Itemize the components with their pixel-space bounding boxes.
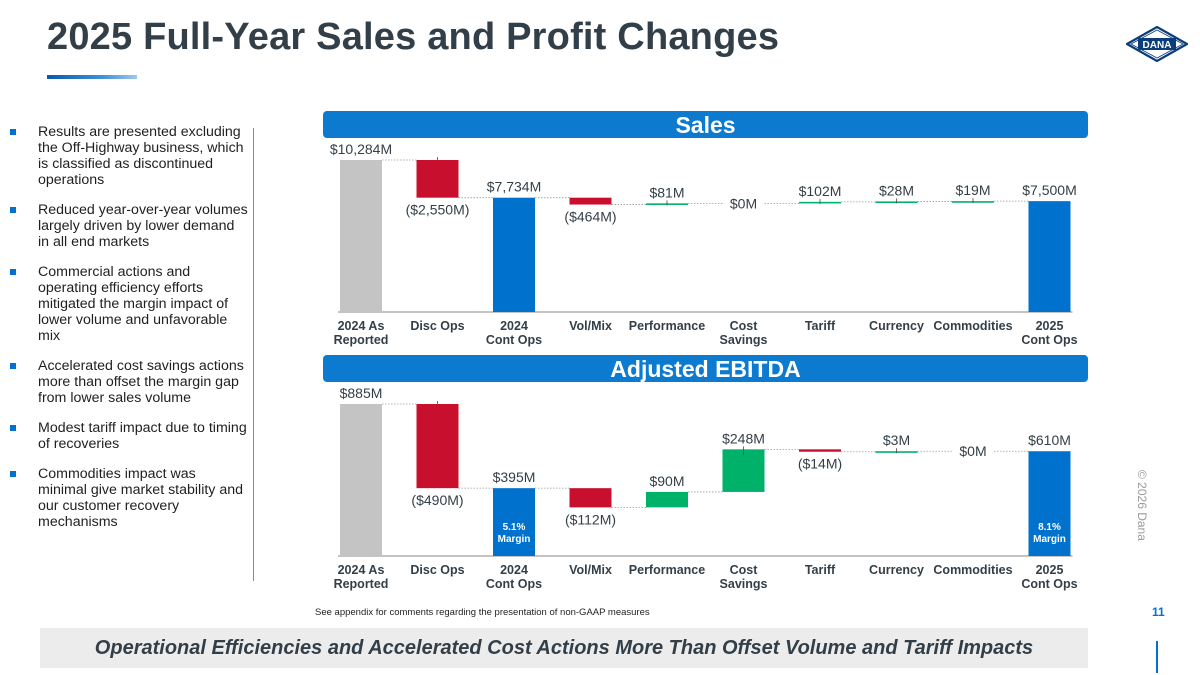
page-title: 2025 Full-Year Sales and Profit Changes [47, 16, 780, 58]
category-label: Disc Ops [410, 563, 464, 577]
ebitda-chart-header: Adjusted EBITDA [323, 355, 1088, 382]
data-label: $0M [959, 443, 986, 459]
bar-decrease [799, 449, 841, 452]
category-label: Commodities [933, 319, 1012, 333]
data-label: $102M [799, 183, 842, 199]
category-label: Cost [730, 319, 759, 333]
category-label: Cont Ops [1021, 577, 1077, 591]
accent-bar [1156, 641, 1158, 673]
category-label: Currency [869, 319, 924, 333]
bullet-item: Accelerated cost savings actions more th… [10, 358, 248, 406]
bar-decrease [569, 488, 612, 508]
margin-note: Margin [1033, 534, 1066, 545]
bullet-item: Reduced year-over-year volumes largely d… [10, 202, 248, 250]
bar-decrease [569, 197, 612, 205]
category-label: Savings [720, 333, 768, 347]
data-label: $19M [955, 182, 990, 198]
category-label: Performance [629, 563, 705, 577]
category-label: Reported [334, 577, 389, 591]
copyright: © 2026 Dana [1135, 470, 1149, 541]
takeaway-banner: Operational Efficiencies and Accelerated… [40, 628, 1088, 668]
category-label: Currency [869, 563, 924, 577]
bar-total [493, 197, 535, 312]
vertical-divider [253, 128, 254, 581]
category-label: 2024 As [338, 563, 385, 577]
data-label: ($490M) [411, 492, 463, 508]
bar-total [493, 488, 535, 556]
category-label: 2025 [1036, 319, 1064, 333]
category-label: 2024 [500, 563, 528, 577]
category-label: Tariff [805, 319, 836, 333]
data-label: $885M [340, 385, 383, 401]
bar-total [1028, 451, 1071, 556]
data-label: $7,500M [1022, 182, 1076, 198]
data-label: ($14M) [798, 456, 842, 472]
ebitda-waterfall-chart: $885M($490M)$395M5.1%Margin($112M)$90M$2… [334, 385, 1078, 591]
dana-logo: DANA [1126, 26, 1188, 62]
data-label: $90M [649, 473, 684, 489]
category-label: 2024 As [338, 319, 385, 333]
category-label: Performance [629, 319, 705, 333]
category-label: 2024 [500, 319, 528, 333]
data-label: $0M [730, 195, 757, 211]
data-label: ($464M) [564, 209, 616, 225]
category-label: Cost [730, 563, 759, 577]
bar-start [340, 404, 382, 556]
category-label: Savings [720, 577, 768, 591]
logo-text: DANA [1143, 40, 1172, 51]
bar-decrease [416, 160, 459, 198]
data-label: $395M [493, 469, 536, 485]
bar-increase [722, 449, 765, 492]
category-label: Cont Ops [1021, 333, 1077, 347]
margin-note: 5.1% [503, 522, 526, 533]
bullet-item: Commodities impact was minimal give mark… [10, 466, 248, 530]
category-label: Vol/Mix [569, 319, 612, 333]
category-label: Cont Ops [486, 333, 542, 347]
footnote: See appendix for comments regarding the … [315, 607, 650, 618]
category-label: Cont Ops [486, 577, 542, 591]
category-label: Commodities [933, 563, 1012, 577]
sales-waterfall-chart: $10,284M ($2,550M) $7,734M ($464M) $81M $0M $1… [330, 141, 1078, 347]
category-label: Tariff [805, 563, 836, 577]
sales-chart-header: Sales [323, 111, 1088, 138]
margin-note: Margin [498, 534, 531, 545]
bullet-item: Results are presented excluding the Off-… [10, 124, 248, 188]
data-label: ($112M) [565, 511, 616, 527]
bar-increase [646, 491, 688, 508]
data-label: $28M [879, 182, 914, 198]
bar-start [340, 160, 382, 312]
data-label: $10,284M [330, 141, 392, 157]
data-label: $7,734M [487, 179, 541, 195]
category-label: Vol/Mix [569, 563, 612, 577]
category-label: Reported [334, 333, 389, 347]
bullet-item: Commercial actions and operating efficie… [10, 264, 248, 344]
category-label: 2025 [1036, 563, 1064, 577]
title-underline [47, 75, 137, 79]
data-label: ($2,550M) [406, 202, 470, 218]
margin-note: 8.1% [1038, 522, 1061, 533]
page-number: 11 [1152, 605, 1165, 619]
data-label: $81M [649, 184, 684, 200]
category-label: Disc Ops [410, 319, 464, 333]
data-label: $248M [722, 430, 765, 446]
bullet-list: Results are presented excluding the Off-… [10, 124, 248, 544]
data-label: $610M [1028, 432, 1071, 448]
bar-total [1028, 201, 1071, 312]
data-label: $3M [883, 432, 910, 448]
bar-decrease [416, 404, 459, 489]
bullet-item: Modest tariff impact due to timing of re… [10, 420, 248, 452]
